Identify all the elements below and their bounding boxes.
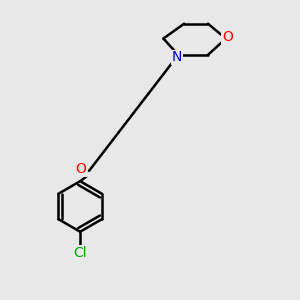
Text: O: O [222,30,233,44]
Text: O: O [75,162,86,176]
Text: Cl: Cl [73,245,87,260]
Text: N: N [172,50,182,64]
